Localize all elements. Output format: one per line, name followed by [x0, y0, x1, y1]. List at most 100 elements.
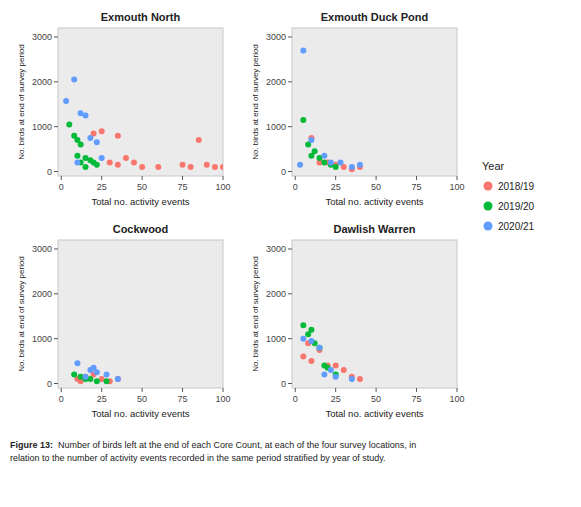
x-tick [295, 388, 296, 392]
point [63, 98, 69, 104]
point [71, 372, 77, 378]
point [115, 133, 121, 139]
chart: Exmouth North02550751000100020003000Tota… [0, 0, 581, 507]
y-tick [54, 383, 58, 384]
x-tick-label: 0 [293, 394, 298, 404]
y-tick [288, 293, 292, 294]
x-tick-label: 75 [178, 394, 188, 404]
point [338, 160, 344, 166]
legend-marker [484, 222, 493, 231]
point [300, 336, 306, 342]
y-tick-label: 0 [47, 167, 52, 177]
y-tick [288, 171, 292, 172]
y-tick-label: 2000 [32, 289, 52, 299]
y-tick-label: 2000 [266, 77, 286, 87]
point [94, 162, 100, 168]
point [74, 360, 80, 366]
panel: Exmouth Duck Pond02550751000100020003000… [251, 11, 465, 207]
point [131, 160, 137, 166]
point [349, 164, 355, 170]
plot-area [292, 240, 457, 388]
x-tick [101, 176, 102, 180]
x-tick-label: 100 [215, 182, 230, 192]
legend-label: 2018/19 [498, 181, 535, 192]
points [297, 47, 363, 172]
x-axis-label: Total no. activity events [91, 196, 189, 207]
y-tick-label: 0 [47, 379, 52, 389]
y-tick-label: 2000 [266, 289, 286, 299]
y-axis-label: No. birds at end of survey period [17, 256, 26, 372]
point [317, 345, 323, 351]
y-axis-label: No. birds at end of survey period [251, 256, 260, 372]
x-tick [416, 176, 417, 180]
x-tick-label: 75 [412, 394, 422, 404]
x-tick [182, 388, 183, 392]
point [321, 363, 327, 369]
x-tick-label: 50 [371, 394, 381, 404]
caption: Figure 13: Number of birds left at the e… [10, 440, 416, 463]
point [357, 376, 363, 382]
x-axis-label: Total no. activity events [325, 408, 423, 419]
x-tick [142, 176, 143, 180]
point [83, 112, 89, 118]
y-tick [54, 126, 58, 127]
point [321, 160, 327, 166]
x-tick-label: 25 [331, 394, 341, 404]
point [115, 376, 121, 382]
y-axis-label: No. birds at end of survey period [17, 44, 26, 160]
point [308, 327, 314, 333]
x-tick [142, 388, 143, 392]
x-tick-label: 50 [371, 182, 381, 192]
x-tick [335, 176, 336, 180]
x-tick-label: 75 [412, 182, 422, 192]
x-tick-label: 50 [137, 394, 147, 404]
point [204, 162, 210, 168]
point [104, 378, 110, 384]
x-tick-label: 100 [215, 394, 230, 404]
panel-title: Exmouth Duck Pond [321, 11, 429, 23]
x-tick [295, 176, 296, 180]
x-tick [457, 388, 458, 392]
y-tick [54, 248, 58, 249]
y-tick-label: 3000 [266, 244, 286, 254]
x-tick [335, 388, 336, 392]
y-tick-label: 1000 [32, 122, 52, 132]
point [300, 47, 306, 53]
point [83, 164, 89, 170]
point [349, 376, 355, 382]
x-axis-label: Total no. activity events [325, 196, 423, 207]
point [99, 155, 105, 161]
y-tick-label: 3000 [32, 244, 52, 254]
point [321, 153, 327, 159]
plot-area [58, 240, 223, 388]
point [115, 376, 121, 382]
point [188, 164, 194, 170]
points [300, 322, 363, 382]
point [107, 160, 113, 166]
x-tick-label: 25 [331, 182, 341, 192]
background [0, 0, 581, 507]
panel-title: Cockwood [113, 223, 169, 235]
caption-line: Number of birds left at the end of each … [56, 440, 417, 450]
point [308, 338, 314, 344]
panel: Dawlish Warren02550751000100020003000Tot… [251, 223, 465, 419]
y-tick-label: 3000 [266, 32, 286, 42]
legend: Year2018/192019/202020/21 [482, 160, 535, 232]
x-tick [61, 388, 62, 392]
point [357, 162, 363, 168]
panel-title: Dawlish Warren [333, 223, 415, 235]
point [300, 117, 306, 123]
point [94, 139, 100, 145]
point [139, 164, 145, 170]
point [333, 164, 339, 170]
x-tick-label: 0 [293, 182, 298, 192]
point [317, 345, 323, 351]
x-tick-label: 0 [59, 182, 64, 192]
x-tick [223, 388, 224, 392]
point [91, 365, 97, 371]
point [71, 77, 77, 83]
legend-marker [484, 202, 493, 211]
y-tick-label: 3000 [32, 32, 52, 42]
panel: Exmouth North02550751000100020003000Tota… [17, 11, 231, 207]
legend-marker [484, 182, 493, 191]
